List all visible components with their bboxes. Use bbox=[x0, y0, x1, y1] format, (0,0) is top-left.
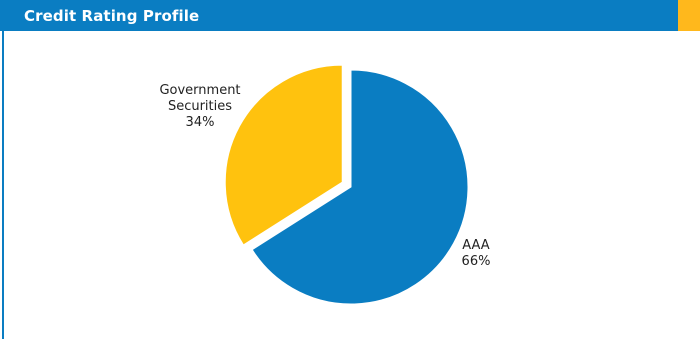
slice-name-label: Securities bbox=[168, 99, 232, 114]
panel-header: Credit Rating Profile bbox=[0, 0, 700, 31]
slice-label-aaa: AAA 66% bbox=[462, 238, 491, 269]
header-accent-block bbox=[678, 0, 700, 31]
pie-labels: AAA 66% Government Securities 34% bbox=[159, 83, 490, 269]
pie-slices bbox=[224, 64, 469, 305]
pie-slice-government-securities bbox=[224, 64, 343, 246]
slice-value-label: 34% bbox=[186, 115, 215, 130]
panel-title: Credit Rating Profile bbox=[24, 6, 200, 25]
pie-slice-aaa bbox=[251, 69, 469, 305]
slice-name-label: AAA bbox=[462, 238, 490, 253]
left-border-rule bbox=[2, 31, 4, 339]
slice-name-label: Government bbox=[159, 83, 240, 98]
slice-label-government-securities: Government Securities 34% bbox=[159, 83, 240, 130]
slice-value-label: 66% bbox=[462, 254, 491, 269]
